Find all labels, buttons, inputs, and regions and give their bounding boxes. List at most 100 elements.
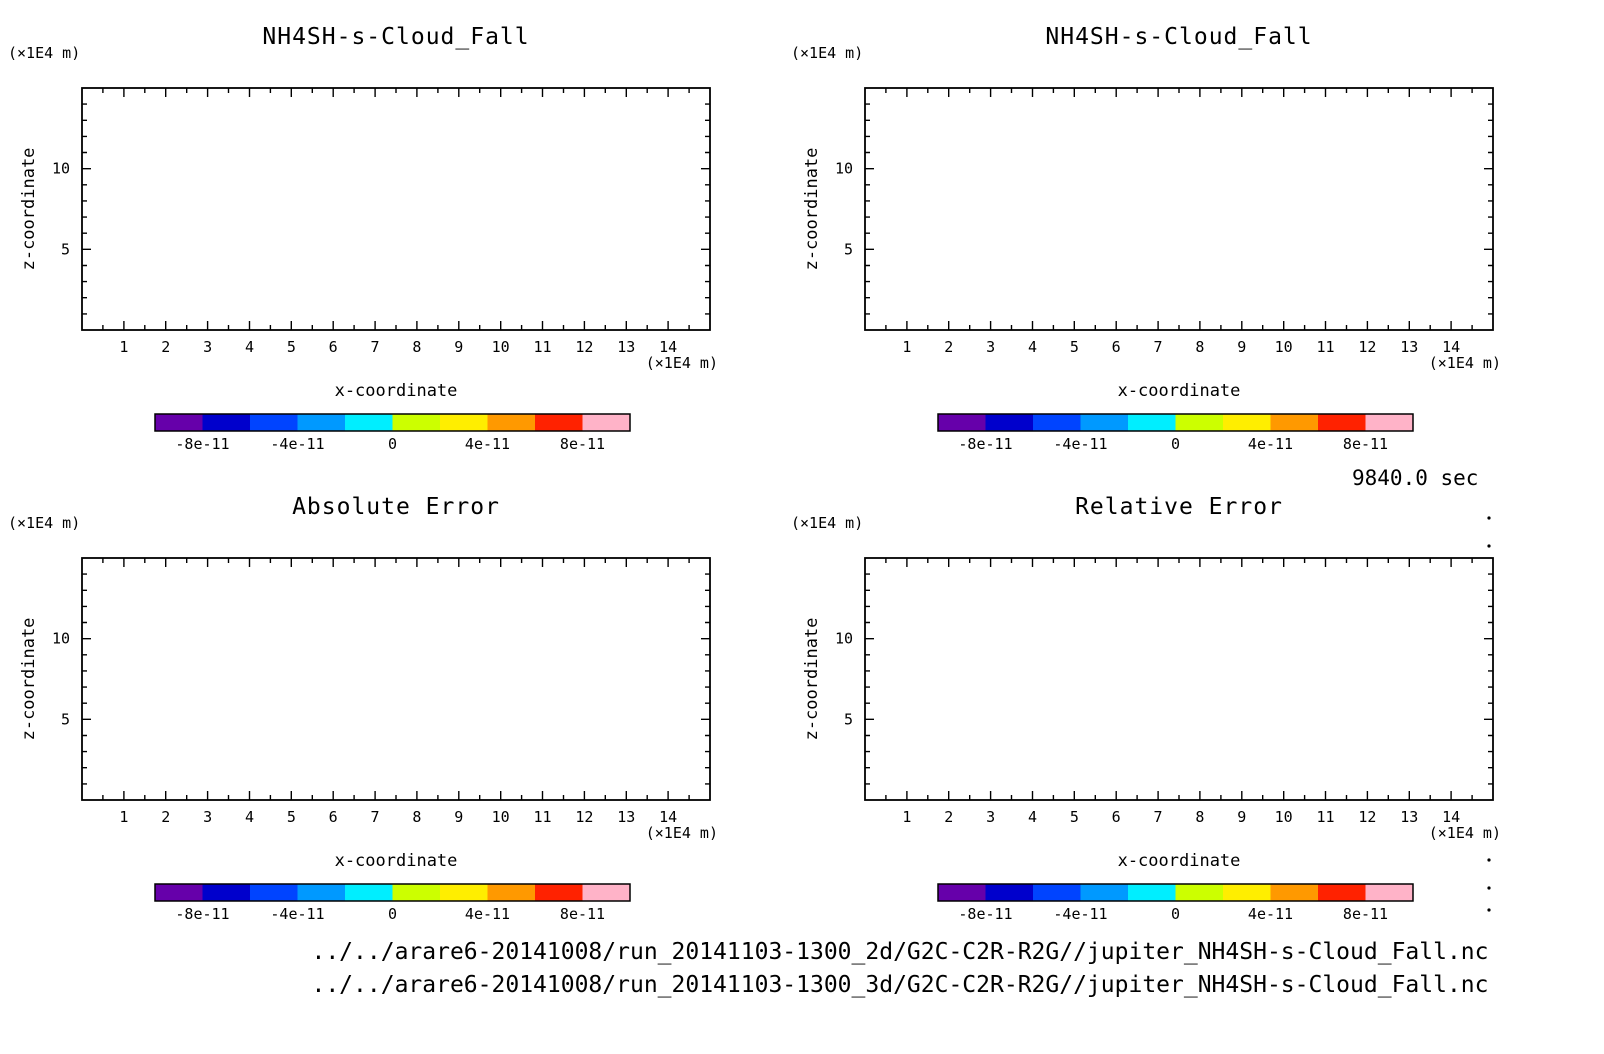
colorbar-segment	[1080, 414, 1129, 431]
x-tick-label: 13	[1400, 808, 1418, 826]
colorbar-segment	[1270, 884, 1319, 901]
x-tick-label: 6	[1112, 338, 1121, 356]
x-axis-label: x-coordinate	[1118, 851, 1241, 871]
colorbar-segment	[487, 414, 536, 431]
x-tick-label: 2	[944, 338, 953, 356]
x-tick-label: 1	[119, 808, 128, 826]
colorbar-segment	[155, 884, 203, 901]
x-axis-label: x-coordinate	[335, 851, 458, 871]
panel-title: Absolute Error	[292, 494, 500, 520]
colorbar-segment	[297, 884, 346, 901]
x-tick-label: 12	[575, 338, 593, 356]
colorbar-tick-label: 4e-11	[1248, 435, 1293, 453]
colorbar-tick-label: 0	[1171, 905, 1180, 923]
plot-box	[864, 557, 1494, 801]
stray-marks	[1487, 516, 1491, 912]
panel-4: Relative Error(×1E4 m)1 2 3 4 5 6 7 8 9 10 11 12 13 1…	[791, 494, 1501, 923]
x-tick-label: 8	[1195, 338, 1204, 356]
colorbar-tick-label: 8e-11	[1343, 435, 1388, 453]
colorbar-tick-label: 8e-11	[560, 905, 605, 923]
colorbar-tick-label: -8e-11	[175, 905, 229, 923]
colorbar-segment	[440, 884, 488, 901]
colorbar-segment	[1175, 414, 1224, 431]
x-tick-label: 2	[161, 808, 170, 826]
stray-dot	[1487, 886, 1491, 890]
y-tick-label: 5	[61, 240, 70, 258]
x-tick-label: 9	[454, 808, 463, 826]
x-tick-label: 7	[371, 338, 380, 356]
panel-1: NH4SH-s-Cloud_Fall(×1E4 m)1 2 3 4 5 6 7 8 9 10 11 1…	[8, 24, 718, 453]
axis-ticks	[865, 558, 1493, 800]
colorbar-tick-label: -4e-11	[270, 435, 324, 453]
x-tick-label: 13	[617, 338, 635, 356]
colorbar-frame	[937, 413, 1414, 432]
x-tick-label: 9	[1237, 808, 1246, 826]
colorbar-segment	[1318, 414, 1366, 431]
x-tick-label: 5	[287, 808, 296, 826]
colorbar-segment	[392, 414, 441, 431]
x-tick-label: 1	[902, 338, 911, 356]
x-tick-label: 6	[1112, 808, 1121, 826]
stray-dot	[1487, 544, 1491, 548]
x-tick-label: 14	[1442, 808, 1460, 826]
plot-box	[81, 557, 711, 801]
colorbar-segment	[1128, 414, 1176, 431]
x-tick-label: 6	[329, 808, 338, 826]
x-tick-label: 11	[534, 338, 552, 356]
x-tick-label: 3	[203, 338, 212, 356]
colorbar-segment	[1318, 884, 1366, 901]
panel-title: NH4SH-s-Cloud_Fall	[262, 24, 529, 50]
x-tick-label: 5	[1070, 338, 1079, 356]
x-tick-label: 5	[1070, 808, 1079, 826]
colorbar-tick-label: -8e-11	[175, 435, 229, 453]
colorbar-tick-label: -8e-11	[958, 435, 1012, 453]
x-tick-label: 12	[575, 808, 593, 826]
colorbar-segment	[297, 414, 346, 431]
time-label: 9840.0 sec	[1352, 466, 1479, 490]
colorbar-segment	[938, 414, 986, 431]
colorbar-tick-label: -4e-11	[1053, 435, 1107, 453]
x-tick-label: 4	[1028, 338, 1037, 356]
colorbar-segment	[250, 414, 298, 431]
colorbar-segment	[440, 414, 488, 431]
colorbar-tick-label: -4e-11	[1053, 905, 1107, 923]
footer-path-2d: ../../arare6-20141008/run_20141103-1300_…	[311, 939, 1489, 965]
colorbar-segment	[202, 414, 251, 431]
colorbar-segment	[250, 884, 298, 901]
x-unit-label: (×1E4 m)	[646, 354, 718, 372]
x-unit-label: (×1E4 m)	[1429, 354, 1501, 372]
x-tick-label: 3	[203, 808, 212, 826]
x-unit-label: (×1E4 m)	[1429, 824, 1501, 842]
colorbar-frame	[154, 883, 631, 902]
y-tick-label: 10	[52, 630, 70, 648]
colorbar-segment	[1080, 884, 1129, 901]
x-axis-label: x-coordinate	[335, 381, 458, 401]
axis-ticks	[82, 88, 710, 330]
x-tick-label: 10	[492, 808, 510, 826]
x-tick-label: 8	[412, 338, 421, 356]
x-tick-label: 9	[1237, 338, 1246, 356]
colorbar-tick-label: 8e-11	[560, 435, 605, 453]
panel-3: Absolute Error(×1E4 m)1 2 3 4 5 6 7 8 9 10 11 12 13 1…	[8, 494, 718, 923]
x-tick-label: 11	[1317, 808, 1335, 826]
y-tick-label: 10	[835, 160, 853, 178]
x-tick-label: 9	[454, 338, 463, 356]
x-tick-label: 13	[1400, 338, 1418, 356]
colorbar: -8e-11 -4e-11 0 4e-11 8e-11	[154, 883, 631, 923]
x-tick-label: 13	[617, 808, 635, 826]
y-axis-label: z-coordinate	[19, 618, 39, 741]
stray-dot	[1487, 516, 1491, 520]
x-tick-label: 4	[245, 808, 254, 826]
axis-ticks	[82, 558, 710, 800]
x-tick-label: 8	[1195, 808, 1204, 826]
colorbar-segment	[1223, 414, 1271, 431]
colorbar-segment	[985, 414, 1034, 431]
y-unit-label: (×1E4 m)	[791, 514, 863, 532]
stray-dot	[1487, 858, 1491, 862]
panel-title: Relative Error	[1075, 494, 1283, 520]
colorbar-segment	[345, 414, 393, 431]
panel-2: NH4SH-s-Cloud_Fall(×1E4 m)1 2 3 4 5 6 7 8 9 10 11 1…	[791, 24, 1501, 453]
x-tick-label: 7	[1154, 808, 1163, 826]
